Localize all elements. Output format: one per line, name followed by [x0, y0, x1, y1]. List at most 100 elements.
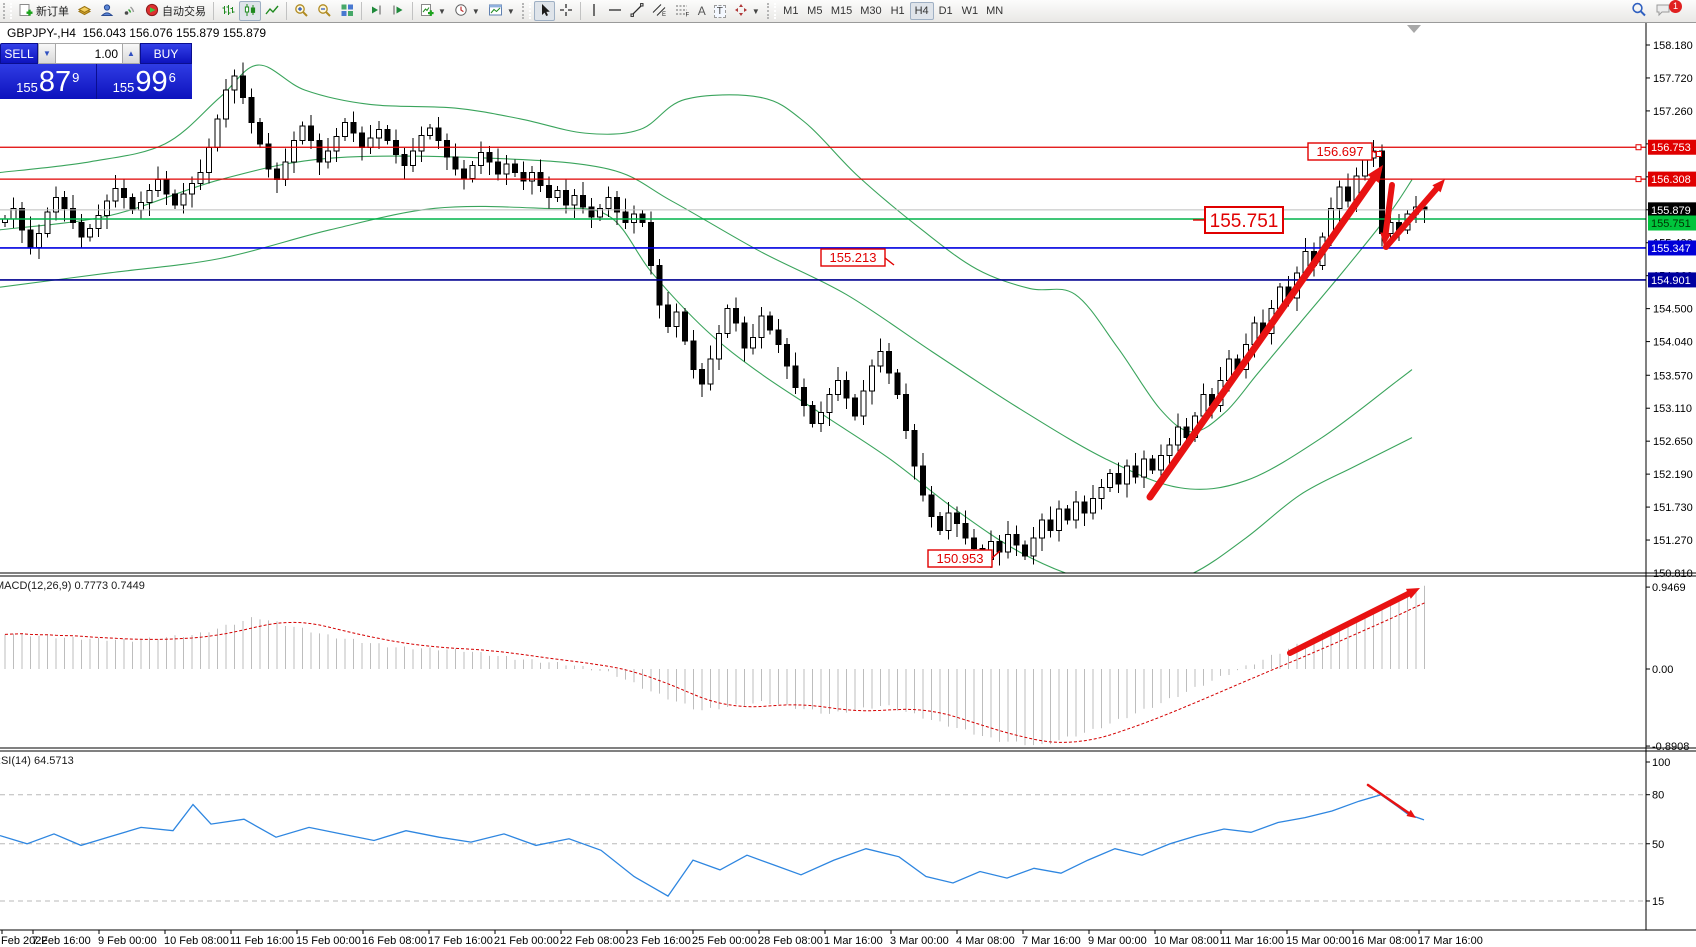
line-chart-icon: [265, 3, 279, 20]
timeframe-mn-button[interactable]: MN: [982, 2, 1007, 20]
svg-text:100: 100: [1652, 757, 1670, 769]
buy-price-display[interactable]: 155 99 6: [96, 64, 192, 99]
arrows-tool-button[interactable]: ▼: [730, 1, 764, 21]
new-chart-button[interactable]: ▼: [416, 1, 450, 21]
timeframe-h1-button[interactable]: H1: [886, 2, 910, 20]
vertical-line-icon: [588, 3, 600, 20]
timeframe-h4-button[interactable]: H4: [909, 2, 934, 20]
channel-icon: E: [652, 3, 667, 20]
volume-decrease-button[interactable]: ▼: [38, 43, 56, 64]
volume-input[interactable]: [56, 43, 122, 64]
svg-text:156.308: 156.308: [1651, 174, 1691, 186]
timeframe-m5-button[interactable]: M5: [803, 2, 827, 20]
svg-text:-0.8908: -0.8908: [1652, 741, 1689, 753]
svg-text:157.720: 157.720: [1653, 73, 1693, 85]
cursor-tool-button[interactable]: [533, 1, 555, 21]
horizontal-level-lines[interactable]: [0, 25, 1646, 281]
svg-text:23 Feb 16:00: 23 Feb 16:00: [626, 935, 691, 947]
toolbar-grip[interactable]: [3, 3, 12, 19]
periods-button[interactable]: ▼: [450, 1, 484, 21]
chevron-down-icon: ▼: [751, 6, 760, 16]
quotes-button[interactable]: [73, 1, 96, 21]
autotrading-icon: [145, 3, 159, 20]
search-icon: [1631, 2, 1647, 20]
zoom-out-icon: [317, 3, 332, 20]
vertical-line-tool-button[interactable]: [584, 1, 604, 21]
symbol-period-label: GBPJPY-,H4: [7, 26, 76, 40]
toolbar-grip[interactable]: [766, 3, 776, 19]
candlestick-chart-icon: [243, 3, 257, 20]
zoom-out-button[interactable]: [313, 1, 336, 21]
auto-scroll-icon: [369, 3, 383, 20]
chart-shift-button[interactable]: [387, 1, 409, 21]
zoom-in-icon: [294, 3, 309, 20]
bar-chart-icon: [221, 3, 235, 20]
timeframe-m1-button[interactable]: M1: [779, 2, 803, 20]
chevron-down-icon: ▼: [506, 6, 515, 16]
svg-text:156.697: 156.697: [1317, 144, 1364, 159]
auto-scroll-button[interactable]: [365, 1, 387, 21]
signals-button[interactable]: [118, 1, 141, 21]
svg-text:21 Feb 00:00: 21 Feb 00:00: [494, 935, 559, 947]
text-label-icon: T: [713, 4, 726, 18]
search-button[interactable]: [1627, 1, 1651, 21]
svg-text:154.500: 154.500: [1653, 304, 1693, 316]
bar-chart-button[interactable]: [217, 1, 239, 21]
buy-price-pips: 99: [135, 66, 168, 98]
candlestick-chart-button[interactable]: [239, 1, 261, 21]
fibonacci-icon: F: [675, 3, 690, 20]
zoom-in-button[interactable]: [290, 1, 313, 21]
cursor-icon: [538, 3, 551, 20]
timeframe-m30-button[interactable]: M30: [856, 2, 885, 20]
sell-price-pips: 87: [38, 66, 72, 98]
metaeditor-button[interactable]: [96, 1, 118, 21]
svg-text:16 Feb 08:00: 16 Feb 08:00: [362, 935, 427, 947]
svg-text:0.00: 0.00: [1652, 664, 1673, 676]
svg-text:0.9469: 0.9469: [1652, 582, 1686, 594]
text-tool-button[interactable]: A: [694, 1, 710, 21]
svg-text:157.260: 157.260: [1653, 106, 1693, 118]
macd-pane-content: [4, 585, 1425, 746]
timeframe-d1-button[interactable]: D1: [934, 2, 958, 20]
svg-text:9 Feb 00:00: 9 Feb 00:00: [98, 935, 157, 947]
svg-text:11 Mar 16:00: 11 Mar 16:00: [1220, 935, 1284, 947]
price-annotations[interactable]: 156.697 155.751 155.213 150.953: [820, 142, 1382, 568]
svg-text:16 Mar 08:00: 16 Mar 08:00: [1352, 935, 1417, 947]
new-order-icon: [19, 3, 33, 20]
text-label-tool-button[interactable]: T: [710, 1, 730, 21]
svg-text:11 Feb 16:00: 11 Feb 16:00: [230, 935, 294, 947]
svg-text:4 Mar 08:00: 4 Mar 08:00: [956, 935, 1015, 947]
horizontal-line-tool-button[interactable]: [604, 1, 626, 21]
new-order-label: 新订单: [36, 6, 69, 18]
crosshair-tool-button[interactable]: [555, 1, 577, 21]
trendline-tool-button[interactable]: [626, 1, 648, 21]
fibonacci-tool-button[interactable]: F: [671, 1, 694, 21]
timeframe-m15-button[interactable]: M15: [827, 2, 856, 20]
sell-price-display[interactable]: 155 87 9: [0, 64, 96, 99]
svg-text:15 Mar 00:00: 15 Mar 00:00: [1286, 935, 1351, 947]
trend-arrows[interactable]: [1146, 165, 1445, 818]
candlesticks[interactable]: [2, 62, 1428, 569]
timeframe-w1-button[interactable]: W1: [958, 2, 983, 20]
svg-text:3 Mar 00:00: 3 Mar 00:00: [890, 935, 949, 947]
line-chart-button[interactable]: [261, 1, 283, 21]
toolbar-separator: [412, 2, 413, 20]
autotrading-button[interactable]: 自动交易: [141, 1, 210, 21]
notifications-button[interactable]: 1: [1651, 0, 1692, 21]
channel-tool-button[interactable]: E: [648, 1, 671, 21]
toolbar-grip[interactable]: [521, 3, 531, 19]
svg-text:28 Feb 08:00: 28 Feb 08:00: [758, 935, 823, 947]
templates-button[interactable]: ▼: [484, 1, 519, 21]
tile-windows-button[interactable]: [336, 1, 358, 21]
volume-increase-button[interactable]: ▲: [122, 43, 140, 64]
chevron-down-icon: ▼: [438, 6, 446, 16]
new-order-button[interactable]: 新订单: [15, 1, 73, 21]
text-icon: A: [697, 4, 706, 18]
sell-button[interactable]: SELL: [0, 43, 38, 64]
svg-text:155.879: 155.879: [1651, 205, 1691, 217]
axes-and-scales[interactable]: 158.180157.720157.260156.800156.340155.8…: [0, 22, 1696, 947]
horizontal-line-icon: [608, 3, 622, 20]
buy-button[interactable]: BUY: [140, 43, 192, 64]
autotrading-label: 自动交易: [162, 6, 206, 18]
